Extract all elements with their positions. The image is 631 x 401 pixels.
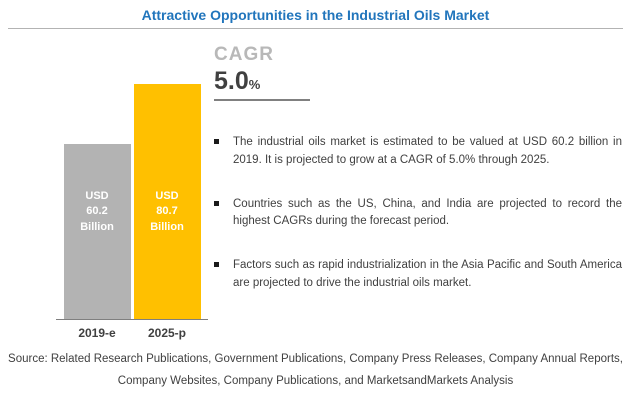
cagr-value-row: 5.0% bbox=[214, 67, 310, 96]
bullet-marker-icon bbox=[214, 200, 219, 206]
category-label-2025: 2025-p bbox=[147, 326, 187, 340]
title-divider bbox=[8, 28, 623, 29]
bullet-item: Countries such as the US, China, and Ind… bbox=[212, 196, 622, 232]
bar-label-2019: USD 60.2 Billion bbox=[80, 189, 114, 233]
bar-2019: USD 60.2 Billion bbox=[63, 144, 131, 319]
bullet-list: The industrial oils market is estimated … bbox=[212, 134, 622, 319]
bullet-text: The industrial oils market is estimated … bbox=[233, 136, 622, 166]
bullet-text: Factors such as rapid industrialization … bbox=[233, 259, 622, 290]
bullet-item: The industrial oils market is estimated … bbox=[212, 134, 622, 170]
bar-chart: USD 60.2 Billion USD 80.7 Billion bbox=[56, 56, 208, 320]
bar-2025: USD 80.7 Billion bbox=[133, 84, 201, 319]
cagr-unit: % bbox=[248, 77, 261, 92]
bar-label-2025: USD 80.7 Billion bbox=[150, 189, 184, 233]
cagr-block: CAGR 5.0% bbox=[214, 44, 310, 101]
category-label-2019: 2019-e bbox=[78, 326, 116, 340]
source-text: Source: Related Research Publications, G… bbox=[8, 353, 623, 388]
x-axis-labels: 2019-e 2025-p bbox=[56, 321, 208, 340]
bullet-marker-icon bbox=[214, 262, 219, 268]
bullet-marker-icon bbox=[214, 139, 219, 144]
bullet-text: Countries such as the US, China, and Ind… bbox=[233, 197, 622, 228]
bullet-item: Factors such as rapid industrialization … bbox=[212, 257, 622, 293]
cagr-label: CAGR bbox=[214, 44, 274, 65]
page-title: Attractive Opportunities in the Industri… bbox=[141, 7, 490, 23]
cagr-value: 5.0 bbox=[214, 67, 249, 95]
